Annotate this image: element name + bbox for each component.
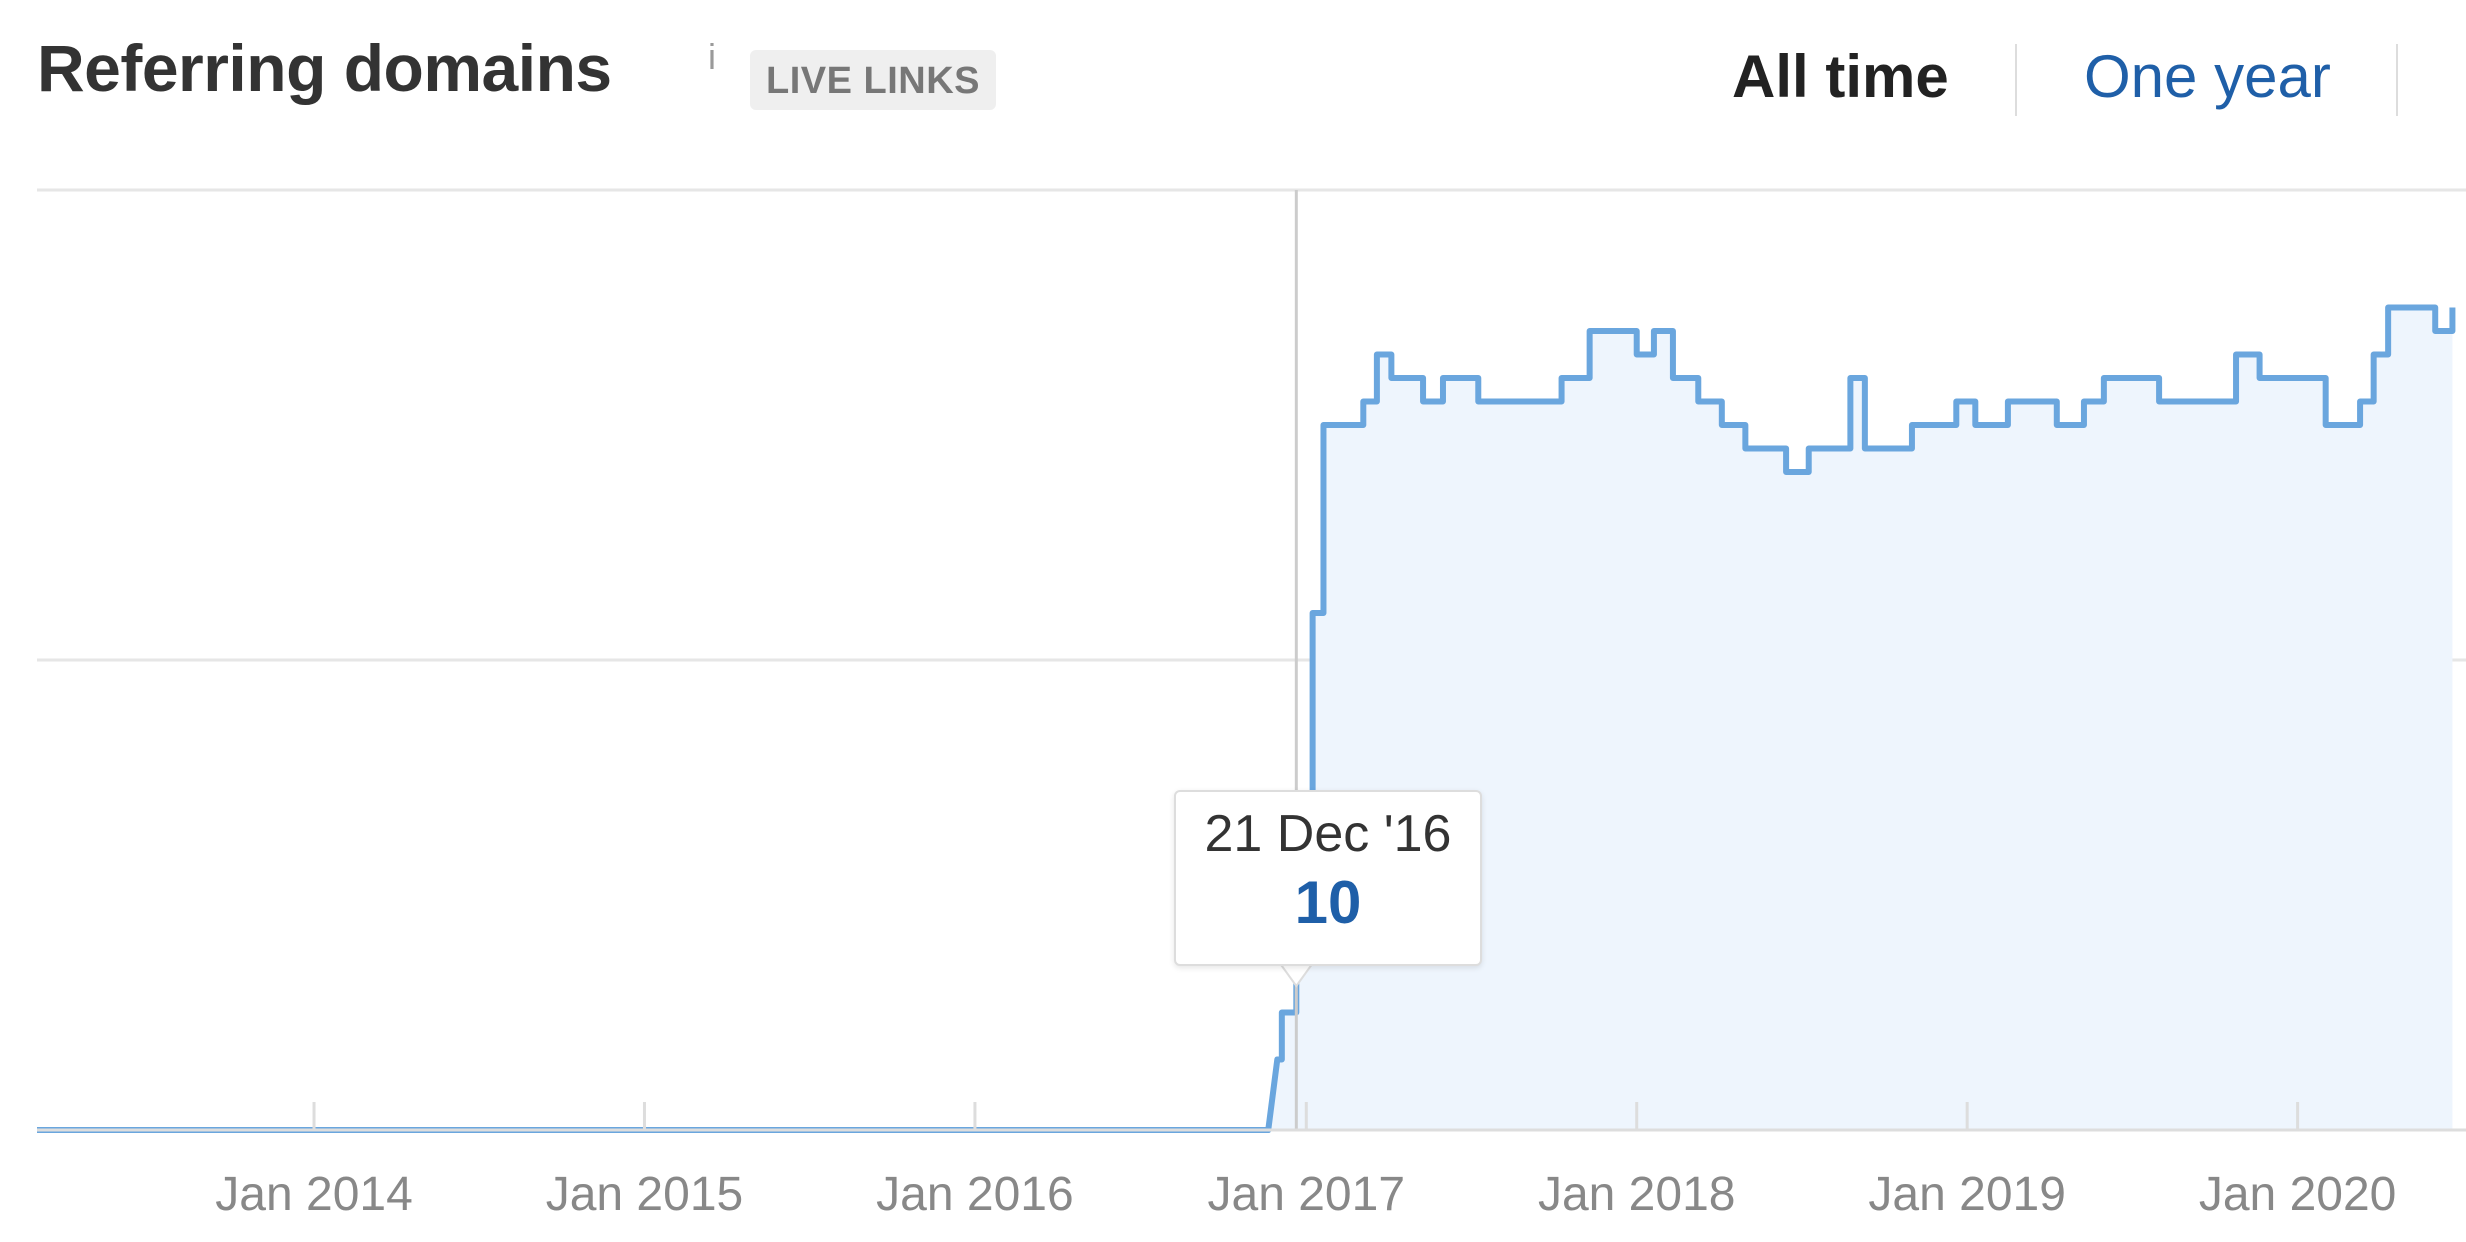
tooltip-value: 10 xyxy=(1294,869,1362,936)
tooltip-pointer xyxy=(1277,960,1316,988)
tooltip-date: 21 Dec '16 xyxy=(1204,805,1452,863)
range-all-time-button[interactable]: All time xyxy=(1732,43,1949,110)
chart-title: Referring domains xyxy=(37,31,612,105)
x-tick-label: Jan 2019 xyxy=(1868,1168,2066,1221)
x-tick-label: Jan 2016 xyxy=(876,1168,1074,1221)
range-divider xyxy=(2396,44,2398,116)
range-divider xyxy=(2015,44,2017,116)
series-line xyxy=(37,304,2456,1133)
x-axis: Jan 2014 Jan 2015 Jan 2016 Jan 2017 Jan 2018… xyxy=(37,1102,2466,1221)
x-tick-label: Jan 2018 xyxy=(1538,1168,1736,1221)
x-tick-label: Jan 2020 xyxy=(2199,1168,2397,1221)
series-area xyxy=(37,307,2453,1130)
info-icon[interactable]: i xyxy=(708,36,716,77)
live-links-badge: LIVE LINKS xyxy=(750,50,997,110)
x-tick-label: Jan 2015 xyxy=(546,1168,744,1221)
chart-header: Referring domains i LIVE LINKS All time … xyxy=(0,0,2466,150)
chart-tooltip: 21 Dec '16 10 xyxy=(1174,790,1482,966)
range-one-year-link[interactable]: One year xyxy=(2084,43,2331,110)
x-tick-label: Jan 2017 xyxy=(1208,1168,1406,1221)
x-tick-label: Jan 2014 xyxy=(215,1168,413,1221)
